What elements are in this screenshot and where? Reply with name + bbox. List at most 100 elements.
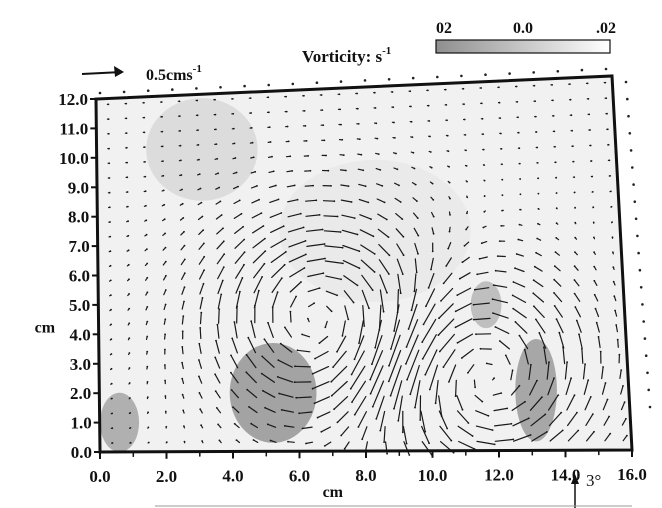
velocity-vector	[357, 411, 367, 428]
velocity-vector-head	[381, 185, 384, 187]
velocity-vector-head	[356, 233, 359, 236]
velocity-vector-head	[399, 201, 402, 203]
velocity-vector	[534, 266, 543, 272]
velocity-vector-head	[608, 415, 610, 418]
velocity-vector	[573, 279, 580, 287]
velocity-vector-head	[485, 362, 488, 365]
velocity-vector	[371, 335, 383, 365]
velocity-vector-head	[462, 87, 465, 90]
velocity-vector-head	[323, 243, 326, 245]
velocity-vector	[455, 302, 472, 312]
velocity-vector-head	[295, 396, 298, 399]
velocity-vector	[510, 385, 521, 396]
velocity-vector	[406, 349, 420, 381]
velocity-vector	[413, 273, 417, 292]
velocity-vector-head	[199, 187, 202, 190]
velocity-vector-head	[143, 101, 145, 104]
velocity-vector	[296, 349, 311, 353]
velocity-vector-head	[336, 215, 339, 218]
velocity-vector	[414, 242, 419, 255]
velocity-vector	[596, 322, 600, 333]
velocity-vector-head	[514, 267, 516, 270]
velocity-vector	[566, 394, 576, 411]
velocity-vector	[518, 335, 529, 350]
velocity-vector	[215, 214, 223, 220]
velocity-vector	[533, 279, 544, 288]
velocity-vector	[332, 350, 347, 368]
velocity-vector-head	[144, 175, 147, 178]
velocity-vector-head	[446, 134, 449, 137]
angle-indicator-arrowhead	[571, 474, 579, 484]
velocity-vector	[494, 423, 512, 427]
velocity-vector-head	[573, 292, 576, 295]
velocity-vector-head	[254, 170, 257, 173]
velocity-vector	[538, 332, 547, 349]
velocity-vector	[234, 238, 245, 249]
velocity-vector	[524, 349, 529, 365]
velocity-vector-head	[267, 96, 270, 99]
velocity-vector-head	[555, 192, 558, 194]
velocity-vector	[562, 346, 566, 365]
velocity-vector	[269, 212, 282, 218]
velocity-vector-head	[363, 325, 366, 327]
velocity-vector-head	[386, 291, 388, 294]
velocity-vector-head	[218, 186, 221, 189]
velocity-vector	[582, 363, 586, 380]
border-dot	[639, 286, 643, 289]
velocity-vector-head	[511, 294, 514, 297]
velocity-vector-head	[430, 268, 432, 271]
velocity-vector-field	[106, 81, 628, 456]
velocity-vector	[289, 267, 305, 278]
velocity-vector-head	[427, 89, 429, 92]
velocity-vector-head	[465, 149, 467, 152]
x-tick-label: 12.0	[484, 466, 514, 485]
velocity-vector	[535, 252, 542, 257]
velocity-vector	[214, 373, 221, 384]
velocity-vector	[510, 369, 514, 381]
velocity-vector	[585, 413, 594, 426]
velocity-vector-head	[160, 101, 163, 103]
velocity-vector-head	[341, 246, 344, 249]
velocity-vector	[278, 392, 294, 398]
velocity-vector-head	[474, 386, 476, 389]
velocity-vector-head	[181, 346, 184, 348]
velocity-vector-head	[405, 442, 408, 445]
velocity-vector	[422, 303, 436, 325]
velocity-vector-head	[589, 144, 592, 147]
vorticity-region-1	[229, 343, 317, 443]
velocity-vector-head	[593, 265, 596, 268]
velocity-vector	[615, 324, 619, 333]
velocity-vector-head	[215, 339, 217, 342]
velocity-vector-head	[110, 382, 113, 385]
x-tick-label: 8.0	[355, 466, 376, 485]
velocity-vector-head	[533, 265, 536, 268]
vorticity-region-4	[470, 281, 502, 329]
velocity-vector-head	[304, 240, 307, 242]
velocity-vector	[547, 377, 555, 396]
velocity-vector	[216, 324, 220, 339]
colorbar: 02 0.0 .02 Vorticity: s-1	[302, 20, 616, 66]
velocity-vector	[440, 287, 454, 302]
velocity-vector	[306, 243, 326, 247]
velocity-vector	[235, 264, 245, 279]
velocity-vector-head	[126, 191, 129, 193]
y-tick-label: 12.0	[58, 90, 88, 109]
velocity-vector	[408, 303, 418, 330]
border-dot	[637, 251, 640, 255]
velocity-vector	[554, 305, 563, 318]
velocity-vector-head	[593, 430, 595, 433]
velocity-vector-head	[491, 429, 494, 431]
velocity-vector-head	[535, 131, 538, 133]
velocity-vector-head	[555, 207, 558, 210]
border-dot	[291, 82, 295, 86]
velocity-vector-head	[232, 406, 234, 408]
velocity-vector-head	[164, 364, 166, 366]
reference-vector-arrowhead	[114, 66, 124, 77]
velocity-vector-head	[591, 191, 594, 193]
velocity-vector-head	[161, 115, 163, 118]
velocity-vector	[341, 320, 346, 337]
velocity-vector-head	[128, 307, 131, 310]
velocity-vector-head	[108, 206, 111, 209]
velocity-vector	[217, 293, 222, 309]
velocity-vector	[376, 198, 386, 203]
